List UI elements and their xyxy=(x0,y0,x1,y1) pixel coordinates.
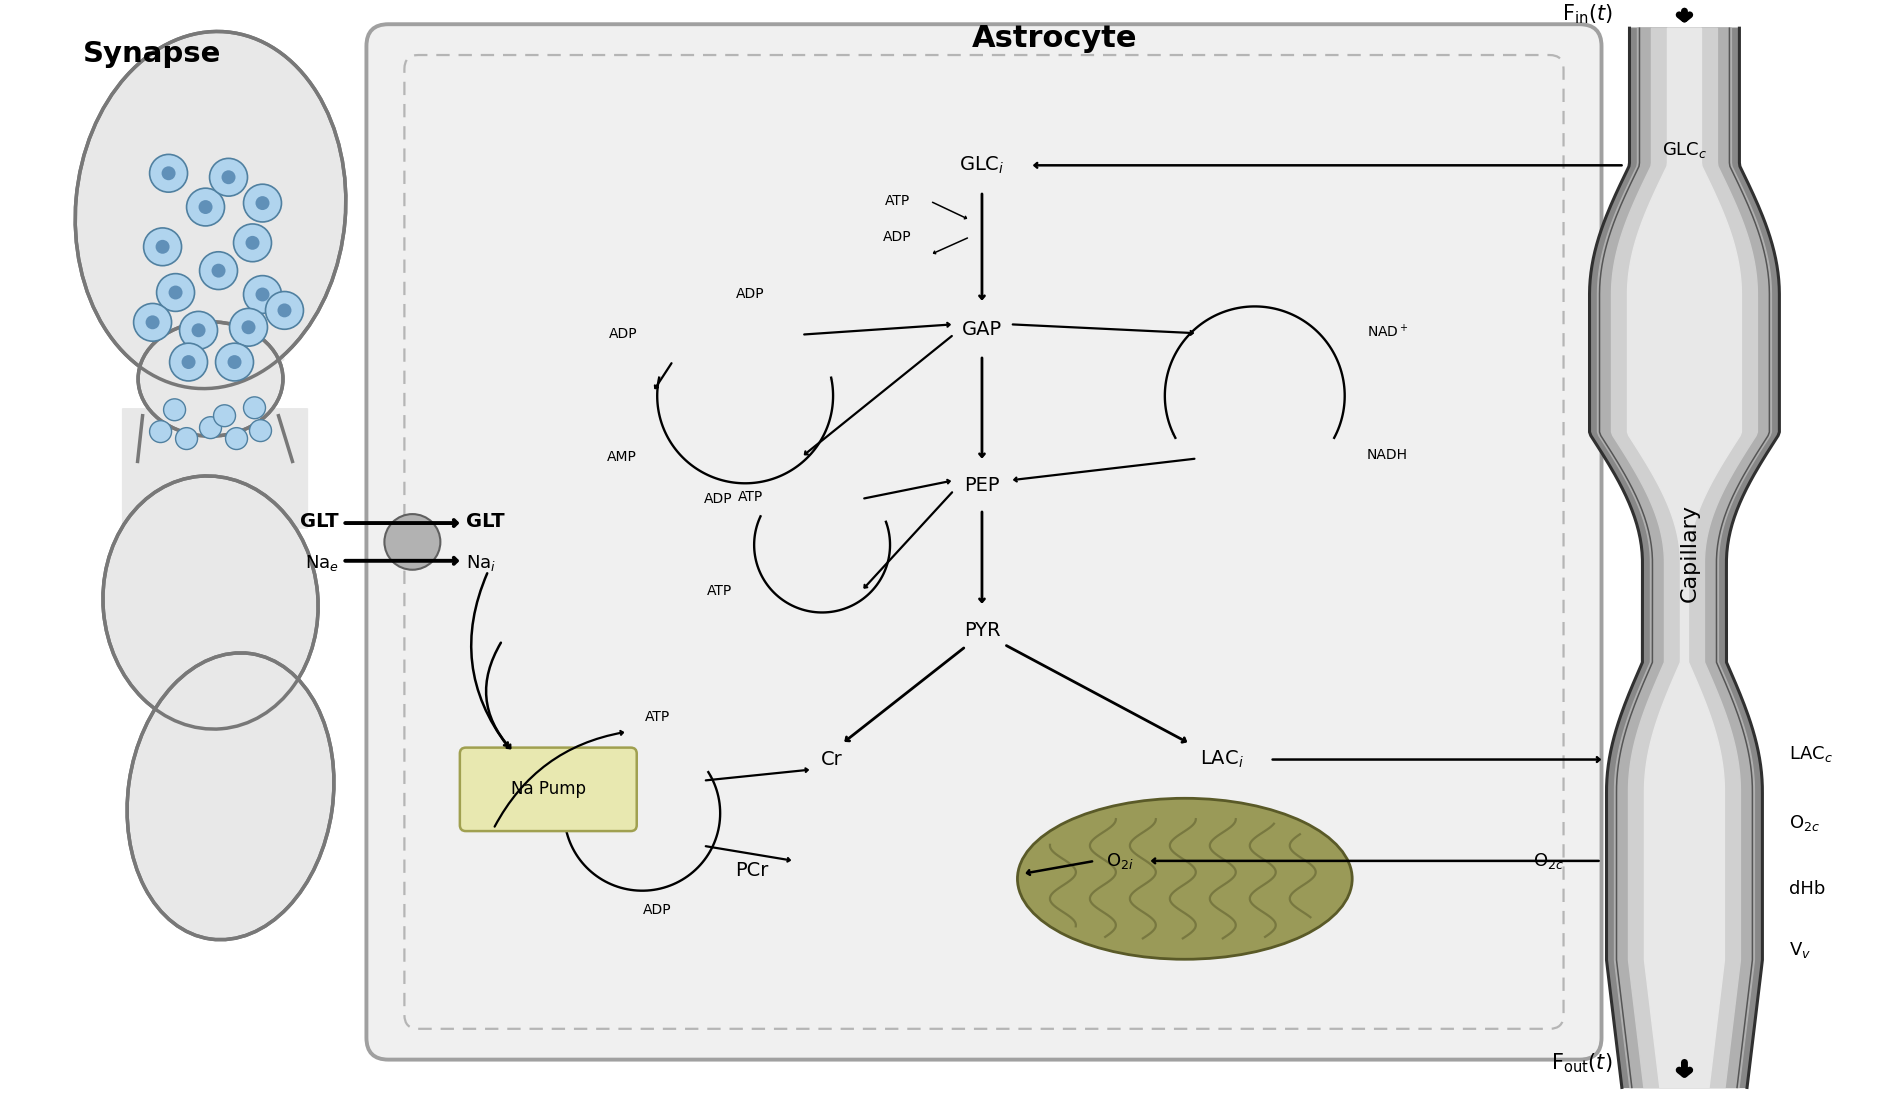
Text: GLC$_i$: GLC$_i$ xyxy=(958,154,1005,176)
Text: LAC$_c$: LAC$_c$ xyxy=(1788,744,1833,764)
Circle shape xyxy=(198,200,213,214)
FancyBboxPatch shape xyxy=(459,748,636,831)
Polygon shape xyxy=(1596,28,1771,1088)
Circle shape xyxy=(199,252,237,290)
Circle shape xyxy=(162,166,175,180)
Text: F$_{\rm in}$($t$): F$_{\rm in}$($t$) xyxy=(1560,2,1611,26)
Text: GAP: GAP xyxy=(962,320,1001,339)
Circle shape xyxy=(245,235,260,250)
Text: LAC$_i$: LAC$_i$ xyxy=(1199,749,1242,770)
Circle shape xyxy=(179,312,218,350)
Circle shape xyxy=(181,355,196,369)
Circle shape xyxy=(215,343,254,381)
Circle shape xyxy=(265,292,303,330)
Text: Na$_e$: Na$_e$ xyxy=(305,553,339,573)
Circle shape xyxy=(230,309,267,346)
Text: Cr: Cr xyxy=(821,750,843,769)
Circle shape xyxy=(192,323,205,337)
Circle shape xyxy=(243,275,280,313)
Circle shape xyxy=(145,315,160,330)
Circle shape xyxy=(228,355,241,369)
Text: GLT: GLT xyxy=(467,512,504,531)
FancyBboxPatch shape xyxy=(122,408,307,528)
Ellipse shape xyxy=(1016,798,1351,959)
Circle shape xyxy=(156,274,194,312)
Text: ATP: ATP xyxy=(644,709,670,724)
Text: NADH: NADH xyxy=(1366,448,1408,463)
Text: ATP: ATP xyxy=(706,584,732,597)
Text: O$_{2i}$: O$_{2i}$ xyxy=(1105,851,1133,871)
Text: Astrocyte: Astrocyte xyxy=(971,23,1137,52)
Circle shape xyxy=(164,398,186,421)
Text: O$_{2c}$: O$_{2c}$ xyxy=(1788,814,1820,834)
Text: ADP: ADP xyxy=(608,327,636,341)
Circle shape xyxy=(169,285,183,300)
Text: ADP: ADP xyxy=(883,230,911,244)
Circle shape xyxy=(277,303,292,317)
Text: ATP: ATP xyxy=(738,491,762,504)
Circle shape xyxy=(143,228,181,265)
Text: dHb: dHb xyxy=(1788,880,1826,898)
Circle shape xyxy=(209,159,247,196)
Circle shape xyxy=(243,184,280,222)
Ellipse shape xyxy=(128,653,333,940)
Text: PYR: PYR xyxy=(964,620,999,639)
Text: GLT: GLT xyxy=(299,512,339,531)
Text: Na Pump: Na Pump xyxy=(510,780,585,798)
Text: V$_v$: V$_v$ xyxy=(1788,940,1810,960)
Polygon shape xyxy=(1588,28,1778,1088)
Circle shape xyxy=(226,427,247,450)
Text: AMP: AMP xyxy=(608,451,636,464)
Text: PCr: PCr xyxy=(736,861,768,880)
Text: ADP: ADP xyxy=(704,492,732,506)
Circle shape xyxy=(241,321,256,334)
Circle shape xyxy=(149,421,171,443)
Polygon shape xyxy=(1611,28,1756,1088)
FancyBboxPatch shape xyxy=(367,24,1602,1060)
Polygon shape xyxy=(1626,28,1741,1088)
Text: ADP: ADP xyxy=(642,902,672,917)
Text: ADP: ADP xyxy=(736,287,764,302)
Text: Synapse: Synapse xyxy=(83,40,220,68)
Text: Capillary: Capillary xyxy=(1679,504,1699,602)
Text: PEP: PEP xyxy=(964,476,999,495)
Text: GLC$_c$: GLC$_c$ xyxy=(1660,141,1707,161)
Circle shape xyxy=(199,416,222,438)
Ellipse shape xyxy=(104,476,318,729)
Circle shape xyxy=(243,397,265,418)
Circle shape xyxy=(169,343,207,381)
Circle shape xyxy=(250,420,271,442)
Ellipse shape xyxy=(75,31,346,388)
Circle shape xyxy=(156,240,169,254)
Circle shape xyxy=(186,189,224,226)
Circle shape xyxy=(134,303,171,341)
Circle shape xyxy=(213,405,235,426)
Circle shape xyxy=(256,287,269,302)
FancyBboxPatch shape xyxy=(137,283,284,361)
Circle shape xyxy=(149,154,188,192)
Text: Na$_i$: Na$_i$ xyxy=(467,553,497,573)
Circle shape xyxy=(233,224,271,262)
Circle shape xyxy=(175,427,198,450)
Ellipse shape xyxy=(137,322,282,436)
Text: ATP: ATP xyxy=(885,194,909,208)
Text: NAD$^+$: NAD$^+$ xyxy=(1366,323,1408,340)
Circle shape xyxy=(256,196,269,210)
Text: F$_{\rm out}$($t$): F$_{\rm out}$($t$) xyxy=(1551,1052,1611,1076)
Circle shape xyxy=(211,264,226,278)
Circle shape xyxy=(384,514,440,569)
Text: O$_{2c}$: O$_{2c}$ xyxy=(1532,851,1564,871)
Circle shape xyxy=(222,170,235,184)
